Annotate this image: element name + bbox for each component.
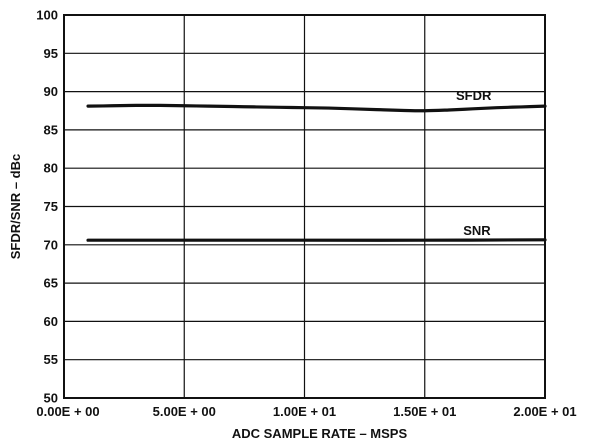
y-tick-label: 65 [44, 276, 58, 291]
x-tick-label: 1.00E + 01 [273, 404, 336, 419]
y-tick-label: 90 [44, 84, 58, 99]
y-tick-label: 85 [44, 122, 58, 137]
x-axis-title: ADC SAMPLE RATE – MSPS [232, 426, 408, 441]
grid-layer [64, 15, 545, 398]
x-tick-label: 5.00E + 00 [153, 404, 216, 419]
y-tick-label: 50 [44, 391, 58, 406]
y-tick-label: 60 [44, 314, 58, 329]
y-axis-title: SFDR/SNR – dBc [8, 154, 23, 259]
x-tick-label: 2.00E + 01 [513, 404, 576, 419]
tick-label-layer: 50 55 60 65 70 75 80 85 90 95 100 0.00E + 00 5.00E +… [36, 8, 576, 420]
y-tick-label: 80 [44, 161, 58, 176]
series-line-sfdr [86, 103, 547, 113]
y-tick-label: 70 [44, 237, 58, 252]
x-tick-label: 0.00E + 00 [36, 404, 99, 419]
y-tick-label: 55 [44, 352, 58, 367]
x-tick-label: 1.50E + 01 [393, 404, 456, 419]
series-layer [86, 103, 547, 242]
series-label-snr: SNR [463, 223, 491, 238]
series-label-sfdr: SFDR [456, 88, 492, 103]
series-label-layer: SFDR SNR [456, 88, 492, 238]
y-tick-label: 100 [36, 8, 58, 23]
plot-frame [63, 14, 546, 399]
y-tick-label: 75 [44, 199, 58, 214]
y-tick-label: 95 [44, 46, 58, 61]
